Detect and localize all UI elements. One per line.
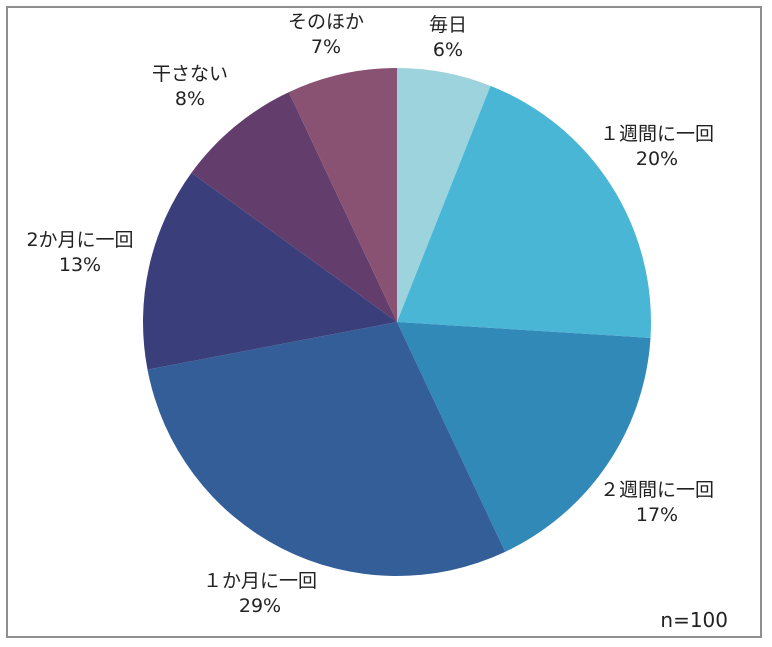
pie-slice-7 [288,68,397,322]
slice-value-label: 20% [636,148,678,170]
pie-slice-2 [397,85,652,338]
slice-category-label: 干さない [152,63,228,85]
pie-slice-4 [147,322,506,577]
pie-slice-1 [397,68,491,322]
slice-category-label: 2か月に一回 [26,229,133,251]
slice-value-label: 13% [59,254,101,276]
pie-slices [143,68,652,577]
slice-category-label: そのほか [288,11,364,33]
slice-category-label: １週間に一回 [600,123,714,145]
slice-value-label: 17% [636,504,678,526]
slice-category-label: ２週間に一回 [600,479,714,501]
sample-size-note: n=100 [660,608,728,632]
slice-value-label: 29% [239,595,281,617]
slice-value-label: 6% [433,39,463,61]
slice-value-label: 7% [311,36,341,58]
slice-category-label: １か月に一回 [203,570,317,592]
slice-value-label: 8% [175,88,205,110]
pie-slice-6 [191,92,397,322]
slice-labels: 毎日 6% １週間に一回 20% ２週間に一回 17% １か月に一回 29% 2か月に一回 13%… [26,11,714,617]
pie-slice-3 [397,322,651,552]
pie-slice-5 [143,172,397,370]
slice-category-label: 毎日 [429,14,467,36]
